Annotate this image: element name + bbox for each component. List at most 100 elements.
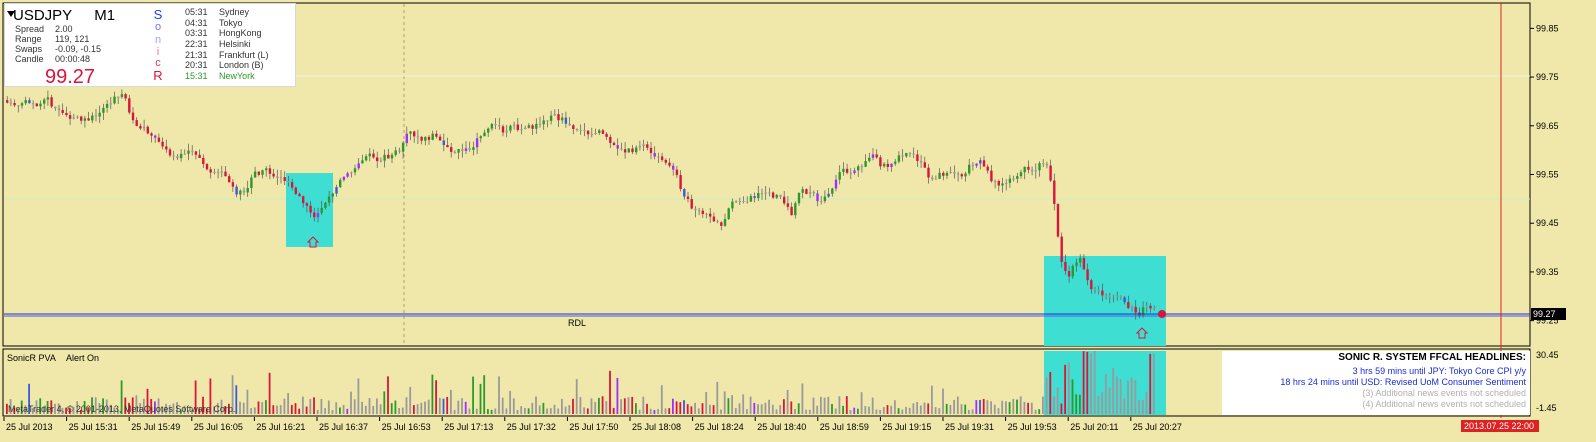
candle-body xyxy=(1104,295,1108,297)
candle-body xyxy=(235,186,238,195)
candle-body xyxy=(1049,165,1052,181)
volume-bar xyxy=(350,391,352,414)
volume-bar xyxy=(390,403,393,414)
candle-body xyxy=(1093,289,1097,291)
volume-bar xyxy=(1067,362,1070,414)
candle-body xyxy=(1112,295,1115,297)
volume-bar xyxy=(620,399,622,414)
candle-body xyxy=(820,201,823,203)
volume-bar xyxy=(738,403,741,414)
volume-bar xyxy=(231,375,234,414)
volume-bar xyxy=(797,403,800,414)
time-tick-label: 25 Jul 16:37 xyxy=(319,422,368,432)
candle-body xyxy=(712,216,716,222)
candle-body xyxy=(168,149,172,156)
volume-bar xyxy=(1045,377,1048,414)
volume-bar xyxy=(1082,351,1085,414)
volume-bar xyxy=(357,378,360,414)
candle-body xyxy=(982,160,986,167)
volume-bar xyxy=(927,403,930,414)
volume-bar xyxy=(816,405,819,414)
volume-bar xyxy=(416,404,419,414)
volume-bar xyxy=(279,405,282,414)
volume-bar xyxy=(849,409,852,414)
candle-body xyxy=(379,160,383,162)
volume-bar xyxy=(968,409,970,414)
candle-body xyxy=(568,123,571,126)
candle-body xyxy=(590,134,593,136)
volume-bar xyxy=(1123,398,1126,414)
candle-body xyxy=(250,177,253,188)
candle-body xyxy=(882,163,886,167)
symbol-info-panel: USDJPY M1 Spread 2.00 Range 119, 121 Swaps… xyxy=(4,3,296,88)
candle-body xyxy=(1116,295,1119,297)
volume-bar xyxy=(646,403,648,414)
volume-bar xyxy=(705,392,708,414)
candle-body xyxy=(805,189,808,194)
volume-bar xyxy=(1023,401,1026,414)
candle-body xyxy=(564,117,568,124)
volume-bar xyxy=(868,406,870,414)
volume-bar xyxy=(579,397,582,414)
time-tick-label: 25 Jul 18:40 xyxy=(757,422,806,432)
candle-body xyxy=(853,170,856,173)
volume-bar xyxy=(194,380,197,414)
volume-bar xyxy=(361,401,363,414)
volume-bar xyxy=(746,409,748,414)
volume-bar xyxy=(320,398,323,414)
pva-zone-box xyxy=(1044,256,1166,346)
candle-body xyxy=(760,193,764,195)
volume-bar xyxy=(364,405,367,414)
volume-bar xyxy=(623,398,626,414)
volume-bar xyxy=(405,397,408,414)
volume-bar xyxy=(509,390,511,414)
volume-bar xyxy=(1075,394,1078,414)
candle-body xyxy=(919,160,923,163)
volume-bar xyxy=(413,405,415,414)
candle-body xyxy=(801,189,804,193)
candle-body xyxy=(1053,180,1056,204)
volume-bar xyxy=(731,395,733,414)
volume-bar xyxy=(479,383,482,414)
volume-bar xyxy=(1027,402,1029,414)
candle-body xyxy=(1090,280,1093,290)
candle-body xyxy=(968,164,971,174)
candle-body xyxy=(642,144,645,147)
candle-body xyxy=(572,125,575,130)
sonic-letter: c xyxy=(155,57,161,69)
candle-body xyxy=(216,172,220,174)
volume-bar xyxy=(749,396,752,414)
candle-body xyxy=(361,160,364,164)
candle-body xyxy=(46,97,50,100)
candle-body xyxy=(43,99,46,104)
volume-bar xyxy=(1130,377,1133,414)
volume-bar xyxy=(1104,374,1107,414)
candle-body xyxy=(553,114,556,116)
volume-bar xyxy=(557,408,560,414)
candle-body xyxy=(860,166,864,168)
candle-body xyxy=(346,173,349,177)
sonic-letter: o xyxy=(154,21,162,33)
candle-body xyxy=(586,130,590,135)
candle-body xyxy=(953,171,956,174)
candle-body xyxy=(453,151,457,153)
candle-body xyxy=(638,146,642,148)
volume-bar xyxy=(372,405,375,414)
candle-body xyxy=(871,154,875,158)
candle-body xyxy=(535,123,538,129)
volume-bar xyxy=(309,398,312,414)
candle-body xyxy=(609,136,612,143)
session-newyork: 15:31 NewYork xyxy=(185,71,255,81)
session-helsinki: 22:31 Helsinki xyxy=(185,39,251,49)
volume-bar xyxy=(198,408,201,414)
price-tick-label: 99.25 xyxy=(1536,316,1559,326)
volume-bar xyxy=(450,389,452,414)
candle-body xyxy=(39,103,42,107)
news-headline-title: SONIC R. SYSTEM FFCAL HEADLINES: xyxy=(1338,352,1526,363)
volume-bar xyxy=(339,407,341,414)
candle-body xyxy=(527,125,531,128)
volume-bar xyxy=(694,402,696,414)
collapse-triangle-icon[interactable] xyxy=(7,11,15,17)
